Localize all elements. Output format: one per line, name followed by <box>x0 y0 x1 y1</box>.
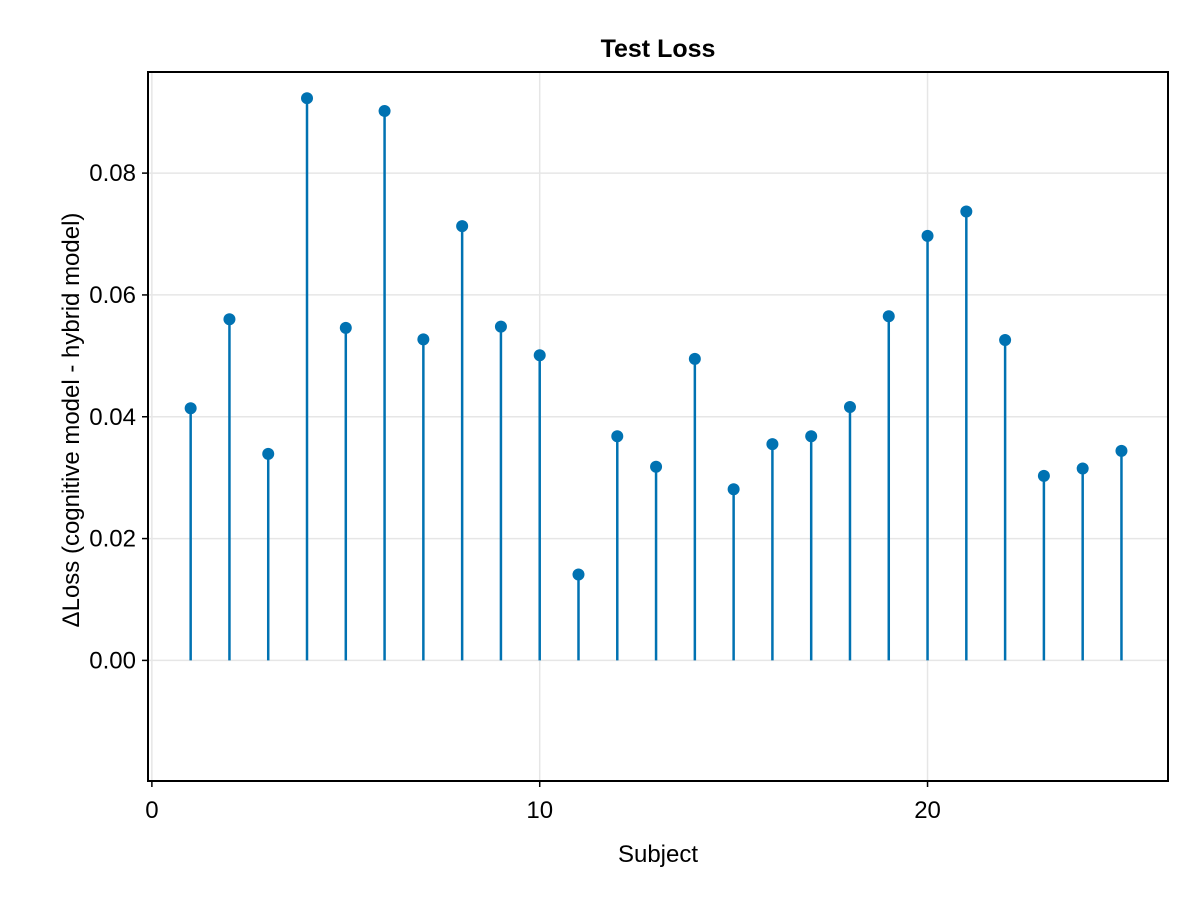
stem-marker <box>611 430 624 443</box>
x-axis-label: Subject <box>618 841 698 868</box>
stem-marker <box>688 352 701 365</box>
stem-marker <box>1076 462 1089 475</box>
x-tick-label: 0 <box>145 797 158 824</box>
stem-marker <box>533 349 546 362</box>
x-tick-label: 20 <box>914 797 941 824</box>
stem-marker <box>1037 469 1050 482</box>
plot-frame <box>147 71 1169 782</box>
stem-marker <box>727 483 740 496</box>
stem-marker <box>262 447 275 460</box>
y-axis-label: ΔLoss (cognitive model - hybrid model) <box>58 213 85 628</box>
y-tick-label: 0.06 <box>89 282 136 309</box>
stem-marker <box>805 430 818 443</box>
stem-marker <box>650 460 663 473</box>
stem-marker <box>301 92 314 105</box>
stem-marker <box>999 334 1012 347</box>
stem-marker <box>378 104 391 117</box>
stem-marker <box>494 320 507 333</box>
stem-lines <box>189 98 1123 661</box>
stem-marker <box>572 568 585 581</box>
stem-marker <box>417 333 430 346</box>
chart-title: Test Loss <box>601 35 716 63</box>
stem-marker <box>882 310 895 323</box>
grid-lines <box>148 72 1168 781</box>
stem-marker <box>456 220 469 233</box>
stem-marker <box>843 401 856 414</box>
stem-marker <box>1115 444 1128 457</box>
x-tick-label: 10 <box>526 797 553 824</box>
y-tick-label: 0.08 <box>89 160 136 187</box>
stem-marker <box>184 402 197 415</box>
y-tick-label: 0.02 <box>89 526 136 553</box>
y-tick-label: 0.04 <box>89 404 136 431</box>
stem-marker <box>766 438 779 451</box>
stem-marker <box>921 229 934 242</box>
y-tick-label: 0.00 <box>89 647 136 674</box>
stem-marker <box>339 321 352 334</box>
axis-ticks: 0 10 20 0.00 0.02 0.04 0.06 0.08 <box>89 160 941 824</box>
stem-markers <box>184 92 1128 581</box>
stem-marker <box>223 313 236 326</box>
stem-marker <box>960 205 973 218</box>
